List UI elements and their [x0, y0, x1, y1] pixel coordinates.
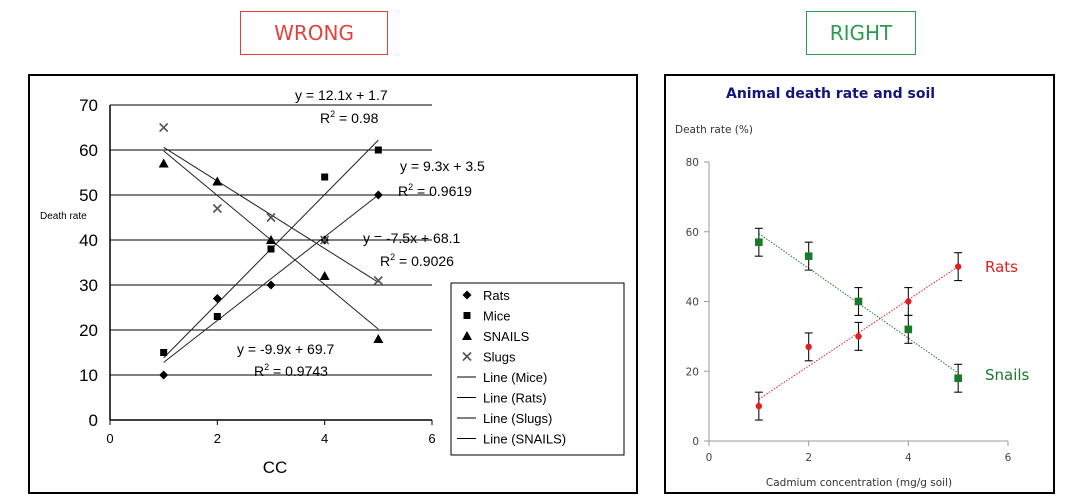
y-tick-label: 10 — [79, 366, 98, 385]
data-point-square — [160, 349, 168, 356]
data-point-snails — [954, 374, 962, 383]
wrong-chart-panel: 0 10 20 30 40 50 60 70 0 2 4 6 Death rate CC y = 12.1x… — [28, 74, 638, 494]
x-axis-title: Cadmium concentration (mg/g soil) — [766, 477, 952, 489]
fit-line-rats — [758, 266, 959, 400]
right-chart-panel: Animal death rate and soil Death rate (%)… — [664, 74, 1055, 494]
y-tick-label: 70 — [79, 96, 98, 115]
data-point-rats — [805, 343, 812, 351]
y-axis-title: Death rate (%) — [675, 124, 753, 136]
data-point-triangle — [462, 331, 472, 340]
wrong-label: WRONG — [240, 11, 388, 55]
wrong-chart: 0 10 20 30 40 50 60 70 0 2 4 6 Death rate CC y = 12.1x… — [40, 87, 625, 477]
x-tick-label: 2 — [214, 431, 221, 446]
data-point-rats — [855, 333, 862, 340]
right-chart: Animal death rate and soil Death rate (%)… — [675, 86, 1030, 489]
data-point-rats — [755, 402, 763, 410]
legend-label: Mice — [483, 309, 510, 324]
data-point-square — [321, 173, 329, 181]
y-tick-label: 60 — [686, 227, 699, 239]
y-tick-label: 40 — [686, 297, 699, 309]
series-label-rats: Rats — [985, 258, 1018, 276]
legend-box — [450, 282, 625, 456]
data-point-diamond — [266, 280, 276, 290]
y-tick-label: 80 — [686, 157, 699, 169]
r-squared-label: R2 = 0.9619 — [398, 182, 472, 199]
x-tick-label: 6 — [1005, 452, 1012, 464]
series-label-snails: Snails — [985, 366, 1030, 384]
trendline — [163, 146, 379, 283]
data-point-square — [213, 313, 221, 320]
data-point-x — [320, 235, 330, 245]
y-tick-label: 30 — [79, 276, 98, 295]
y-tick-label: 60 — [79, 141, 98, 160]
x-tick-label: 4 — [321, 431, 328, 446]
data-point-x — [462, 351, 472, 362]
y-tick-label: 50 — [79, 186, 98, 205]
x-axis-title: CC — [263, 458, 288, 477]
legend-label: Line (Slugs) — [483, 411, 552, 426]
data-point-square — [463, 312, 471, 319]
data-point-triangle — [212, 176, 223, 186]
trendline — [163, 194, 379, 363]
legend-label: Line (Rats) — [483, 391, 547, 406]
data-point-x — [212, 203, 222, 214]
data-point-diamond — [212, 294, 222, 303]
x-tick-label: 4 — [905, 452, 912, 464]
legend-label: Line (SNAILS) — [483, 432, 566, 447]
y-tick-label: 0 — [89, 411, 98, 430]
trendline-equation: y = 9.3x + 3.5 — [400, 158, 485, 174]
y-tick-label: 20 — [79, 321, 98, 340]
trendline-equation: y = -7.5x + 68.1 — [363, 230, 460, 246]
data-point-snails — [854, 297, 863, 306]
legend-label: Rats — [483, 288, 510, 303]
chart-title: Animal death rate and soil — [726, 86, 935, 102]
data-point-triangle — [373, 334, 384, 343]
trendline-equation: y = -9.9x + 69.7 — [237, 341, 334, 357]
data-point-diamond — [159, 370, 169, 380]
data-point-square — [267, 245, 275, 253]
data-point-snails — [804, 252, 813, 260]
data-point-diamond — [462, 290, 472, 300]
x-tick-label: 0 — [106, 431, 113, 446]
y-tick-label: 40 — [79, 231, 98, 250]
data-point-x — [373, 275, 383, 286]
data-point-triangle — [266, 235, 276, 244]
data-point-x — [266, 212, 276, 223]
data-point-square — [374, 146, 382, 154]
y-axis-title: Death rate — [40, 211, 87, 222]
r-squared-label: R2 = 0.9026 — [380, 252, 454, 269]
r-squared-label: R2 = 0.98 — [320, 109, 379, 126]
data-point-rats — [954, 263, 962, 270]
data-point-snails — [755, 238, 763, 247]
x-tick-label: 2 — [805, 452, 812, 464]
legend: Rats Mice SNAILS Slugs Line (Mice) Line (Rats… — [450, 282, 625, 456]
r-squared-label: R2 = 0.9743 — [254, 362, 328, 379]
data-point-triangle — [158, 158, 169, 168]
x-tick-label: 6 — [428, 431, 435, 446]
data-point-x — [159, 122, 169, 133]
data-point-snails — [904, 325, 913, 334]
legend-label: SNAILS — [483, 329, 530, 344]
y-tick-label: 0 — [692, 436, 699, 448]
trendline-equation: y = 12.1x + 1.7 — [295, 87, 388, 103]
x-tick-label: 0 — [706, 452, 713, 464]
data-point-diamond — [373, 190, 383, 200]
legend-label: Slugs — [483, 350, 516, 365]
data-point-triangle — [319, 271, 330, 280]
y-tick-label: 20 — [686, 366, 699, 378]
legend-label: Line (Mice) — [483, 370, 547, 385]
data-point-rats — [905, 298, 912, 305]
right-label: RIGHT — [806, 11, 916, 55]
